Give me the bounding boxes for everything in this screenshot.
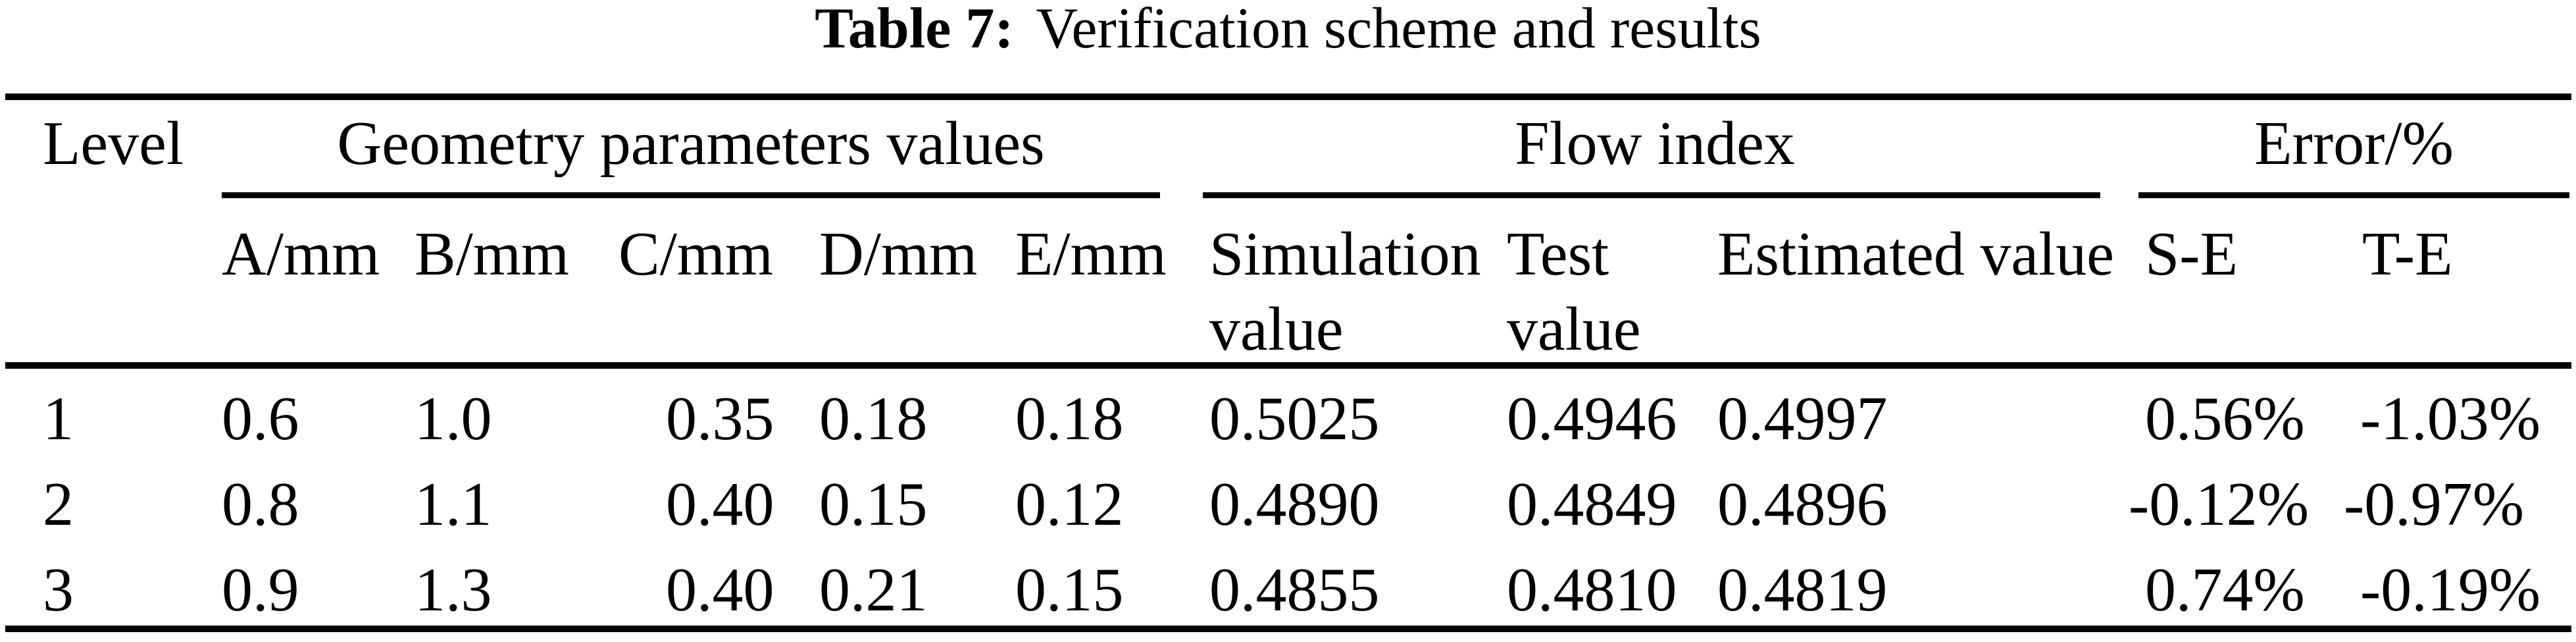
flow-index-group-underline [1203, 192, 2100, 198]
header-col-test-line2: value [1507, 295, 1641, 363]
header-col-d: D/mm [819, 220, 978, 288]
geometry-group-underline [222, 192, 1160, 198]
row1-simulation: 0.5025 [1209, 385, 1380, 453]
row2-c: 0.40 [666, 470, 774, 539]
row2-b: 1.1 [415, 470, 492, 539]
header-group-flow-index: Flow index [1515, 109, 1795, 178]
header-col-test-line1: Test [1507, 220, 1609, 288]
header-group-geometry: Geometry parameters values [337, 109, 1045, 178]
row2-d: 0.15 [819, 470, 928, 539]
row1-te: -1.03% [2360, 385, 2541, 453]
row3-simulation: 0.4855 [1209, 556, 1380, 624]
row2-e: 0.12 [1015, 470, 1124, 539]
row3-test: 0.4810 [1507, 556, 1677, 624]
row3-se: 0.74% [2145, 556, 2305, 624]
row2-level: 2 [43, 470, 74, 539]
row3-c: 0.40 [666, 556, 774, 624]
row1-a: 0.6 [222, 385, 299, 453]
header-col-b: B/mm [415, 220, 570, 288]
row3-e: 0.15 [1015, 556, 1124, 624]
row2-a: 0.8 [222, 470, 299, 539]
row3-b: 1.3 [415, 556, 492, 624]
header-col-simulation-line2: value [1209, 295, 1344, 363]
table-caption-label: Table 7: [815, 0, 1014, 61]
header-col-a: A/mm [222, 220, 380, 288]
row3-a: 0.9 [222, 556, 299, 624]
header-col-te: T-E [2362, 220, 2453, 288]
row3-te: -0.19% [2360, 556, 2541, 624]
header-group-error: Error/% [2254, 109, 2454, 178]
row3-estimated: 0.4819 [1717, 556, 1888, 624]
row1-b: 1.0 [415, 385, 492, 453]
table-caption-text: Verification scheme and results [1036, 0, 1761, 61]
row2-test: 0.4849 [1507, 470, 1677, 539]
row1-d: 0.18 [819, 385, 928, 453]
header-col-c: C/mm [619, 220, 774, 288]
header-col-se: S-E [2145, 220, 2238, 288]
header-col-e: E/mm [1015, 220, 1167, 288]
row2-simulation: 0.4890 [1209, 470, 1380, 539]
row3-d: 0.21 [819, 556, 928, 624]
table-rule-bottom [5, 626, 2571, 632]
row1-level: 1 [43, 385, 74, 453]
header-col-estimated: Estimated value [1717, 220, 2114, 288]
row2-se: -0.12% [2129, 470, 2310, 539]
row1-estimated: 0.4997 [1717, 385, 1888, 453]
row1-e: 0.18 [1015, 385, 1124, 453]
row3-level: 3 [43, 556, 74, 624]
error-group-underline [2138, 192, 2569, 198]
row1-se: 0.56% [2145, 385, 2305, 453]
table-rule-mid [5, 362, 2571, 369]
header-group-level: Level [43, 109, 184, 178]
row1-test: 0.4946 [1507, 385, 1677, 453]
row1-c: 0.35 [666, 385, 774, 453]
row2-estimated: 0.4896 [1717, 470, 1888, 539]
table-rule-top [5, 94, 2571, 100]
row2-te: -0.97% [2344, 470, 2525, 539]
table-caption: Table 7: Verification scheme and results [0, 0, 2576, 62]
header-col-simulation-line1: Simulation [1209, 220, 1481, 288]
